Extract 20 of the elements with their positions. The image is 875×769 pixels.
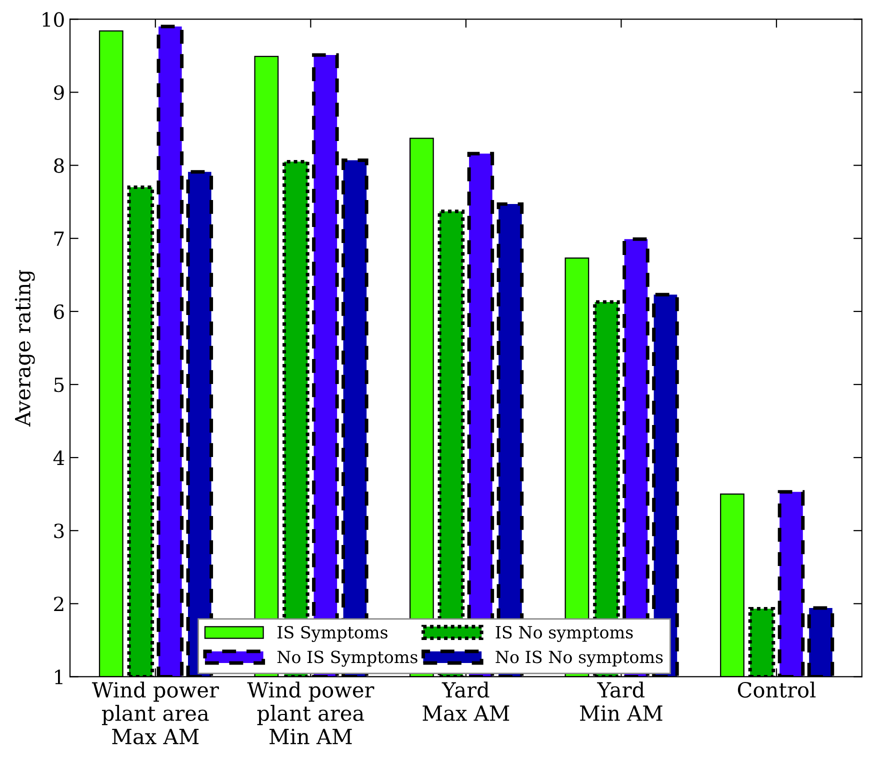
y-tick-label: 8 [54,158,64,173]
y-tick-label: 2 [54,596,64,612]
legend-label: No IS Symptoms [277,650,418,667]
y-tick-label: 6 [54,304,64,320]
y-tick-label: 5 [54,378,64,392]
y-tick-label: 7 [54,232,64,246]
y-tick-label: 9 [54,85,64,100]
x-tick-label: Wind power plant area Min AM [247,682,374,744]
x-tick-label: Wind power plant area Max AM [92,682,219,744]
x-tick-label: Yard Max AM [422,682,510,722]
y-tick-label: 4 [53,450,64,465]
legend-label: IS Symptoms [278,626,388,642]
legend-label: No IS No symptoms [496,650,663,667]
y-tick-label: 10 [42,12,64,27]
y-axis-title: Average rating [14,270,35,427]
legend-label: IS No symptoms [496,626,633,642]
y-tick-label: 3 [54,524,64,538]
x-tick-label: Control [738,682,816,698]
x-tick-label: Yard Min AM [580,682,662,721]
y-tick-label: 1 [55,670,62,684]
